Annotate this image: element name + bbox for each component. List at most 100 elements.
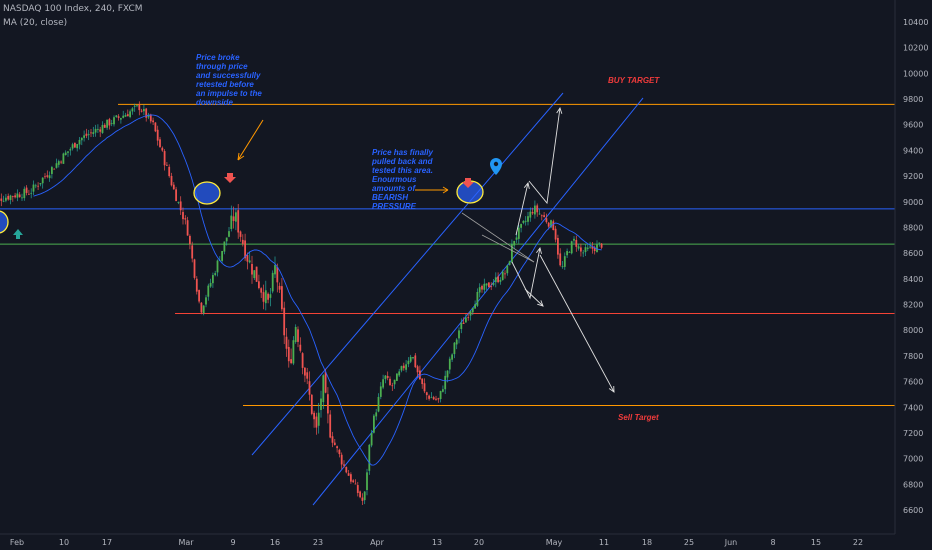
candle-body bbox=[168, 166, 171, 177]
time-tick-label: 9 bbox=[230, 538, 235, 547]
candle-body bbox=[412, 357, 414, 359]
price-tick-label: 7600 bbox=[903, 378, 923, 387]
candle-body bbox=[373, 415, 375, 433]
candle-body bbox=[76, 144, 79, 149]
wedge-line bbox=[461, 212, 535, 263]
candle-body bbox=[598, 242, 601, 244]
candle-body bbox=[432, 397, 435, 400]
scenario-arrow bbox=[528, 107, 561, 205]
time-tick-label: Apr bbox=[370, 538, 385, 547]
candle-body bbox=[315, 416, 318, 428]
time-axis[interactable]: Feb 10 17 Mar 9 16 23 Apr 13 20 May 11 18 25 Jun 8 15 22 bbox=[0, 533, 895, 547]
candle-body bbox=[92, 132, 95, 135]
candle-body bbox=[205, 297, 207, 305]
candle-body bbox=[529, 211, 532, 218]
price-tick-label: 9800 bbox=[903, 95, 923, 104]
price-axis[interactable]: 10400 10200 10000 9800 9600 9400 9200 9000 8800 8… bbox=[894, 0, 932, 534]
time-tick-label: Feb bbox=[10, 538, 24, 547]
candle-body bbox=[469, 311, 472, 316]
candle-body bbox=[241, 239, 244, 244]
candle-body bbox=[402, 365, 405, 369]
scenario-arrow-head bbox=[556, 106, 563, 114]
candle-body bbox=[221, 250, 223, 261]
candle-body bbox=[87, 134, 90, 136]
candle-body bbox=[557, 237, 559, 255]
pointer-arrow bbox=[237, 119, 264, 161]
candle-body bbox=[237, 210, 240, 233]
time-tick-label: 8 bbox=[770, 538, 775, 547]
candle-body bbox=[271, 272, 274, 292]
candle-body bbox=[214, 273, 217, 276]
candle-body bbox=[584, 247, 587, 253]
candle-body bbox=[163, 151, 166, 166]
candle-body bbox=[345, 467, 348, 473]
scenario-arrow bbox=[515, 182, 529, 236]
candle-body bbox=[405, 364, 407, 370]
time-tick-label: 13 bbox=[432, 538, 442, 547]
price-tick-label: 8800 bbox=[903, 223, 923, 232]
pin-icon bbox=[490, 158, 502, 175]
time-tick-label: Jun bbox=[724, 538, 738, 547]
candle-body bbox=[515, 237, 518, 240]
candle-body bbox=[419, 370, 421, 380]
candle-body bbox=[294, 326, 297, 342]
candle-body bbox=[338, 449, 341, 455]
candle-body bbox=[138, 104, 141, 111]
candle-body bbox=[269, 294, 272, 298]
candle-body bbox=[517, 227, 520, 239]
candle-body bbox=[90, 132, 92, 134]
candle-body bbox=[44, 176, 46, 178]
candle-body bbox=[377, 396, 380, 412]
candle-body bbox=[69, 149, 72, 151]
candle-body bbox=[474, 304, 476, 309]
candle-body bbox=[582, 252, 585, 254]
candle-body bbox=[200, 302, 203, 313]
price-tick-label: 7200 bbox=[903, 429, 923, 438]
candle-body bbox=[117, 116, 120, 118]
candle-body bbox=[60, 161, 62, 163]
candle-body bbox=[531, 212, 534, 214]
candle-body bbox=[340, 454, 343, 465]
candle-body bbox=[570, 241, 573, 254]
candle-body bbox=[310, 394, 313, 414]
candle-body bbox=[184, 218, 187, 220]
price-tick-label: 8600 bbox=[903, 249, 923, 258]
highlight-circle bbox=[193, 181, 221, 205]
candle-body bbox=[494, 277, 497, 283]
candle-body bbox=[126, 114, 129, 117]
candle-body bbox=[274, 265, 276, 275]
time-tick-label: 22 bbox=[853, 538, 863, 547]
candle-body bbox=[0, 198, 3, 201]
candle-body bbox=[115, 115, 118, 117]
candle-body bbox=[497, 276, 499, 283]
time-tick-label: 17 bbox=[102, 538, 112, 547]
candle-body bbox=[460, 322, 463, 330]
chart-title: NASDAQ 100 Index, 240, FXCM bbox=[3, 4, 143, 14]
candle-body bbox=[30, 192, 33, 194]
arrow-up-marker bbox=[13, 229, 23, 239]
candle-body bbox=[239, 231, 242, 237]
candle-body bbox=[506, 265, 509, 274]
candle-body bbox=[508, 261, 511, 266]
candle-body bbox=[308, 381, 311, 395]
candle-body bbox=[108, 119, 111, 126]
candle-body bbox=[48, 175, 51, 179]
candle-body bbox=[143, 108, 145, 112]
candle-body bbox=[147, 114, 150, 118]
arrow-down-marker bbox=[462, 178, 474, 188]
candle-body bbox=[425, 392, 428, 396]
price-tick-label: 9400 bbox=[903, 146, 923, 155]
candle-body bbox=[320, 398, 322, 411]
candle-body bbox=[304, 367, 306, 376]
candle-body bbox=[166, 164, 168, 166]
candle-body bbox=[416, 366, 419, 373]
price-tick-label: 8200 bbox=[903, 301, 923, 310]
wedge-line bbox=[481, 234, 535, 263]
drawings bbox=[0, 106, 615, 393]
candle-body bbox=[175, 189, 177, 202]
candle-body bbox=[324, 371, 327, 393]
candle-body bbox=[207, 285, 210, 297]
candle-body bbox=[400, 366, 403, 371]
pin-icon-dot bbox=[493, 161, 499, 167]
